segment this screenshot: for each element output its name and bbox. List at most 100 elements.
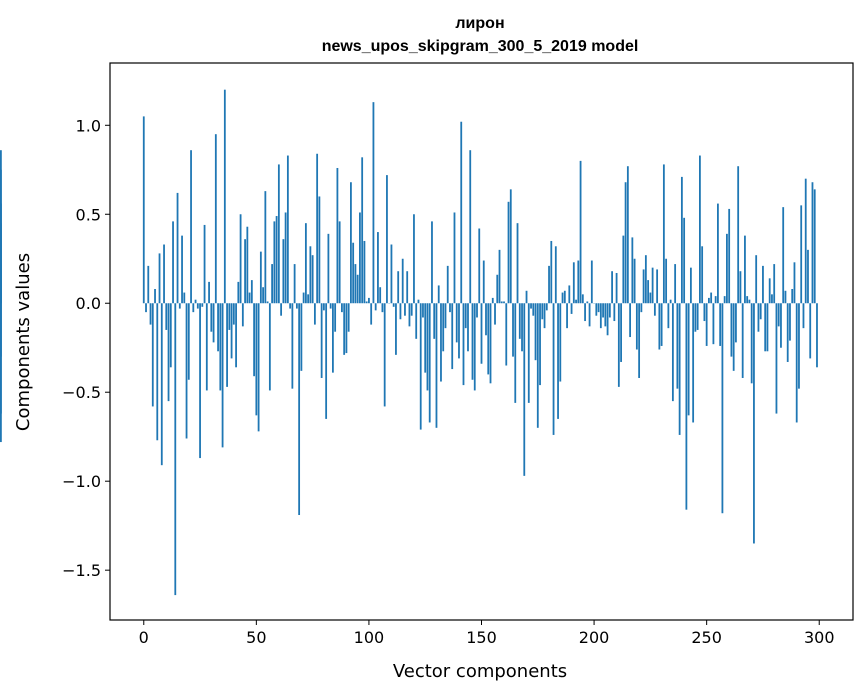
bar — [322, 303, 325, 311]
x-ticks: 0 50 100 150 200 250 300 — [139, 620, 835, 647]
bar — [509, 189, 512, 304]
bar — [271, 264, 274, 304]
bar — [451, 303, 454, 370]
bar — [550, 240, 553, 304]
bar — [181, 235, 183, 304]
bar — [424, 303, 427, 373]
bar — [250, 280, 253, 304]
bar — [687, 303, 690, 416]
bar — [313, 303, 316, 325]
bar — [701, 246, 704, 304]
bar — [708, 297, 710, 304]
bar — [680, 176, 683, 304]
bar — [226, 303, 228, 387]
bar — [523, 303, 526, 476]
bar — [178, 303, 181, 309]
bar — [158, 253, 161, 304]
bar — [410, 303, 413, 316]
bar — [644, 255, 647, 304]
bar — [491, 297, 494, 304]
bar — [422, 303, 424, 318]
bar — [660, 303, 663, 346]
bar — [602, 303, 604, 318]
bar — [176, 192, 179, 304]
bar — [735, 303, 737, 343]
bar — [671, 303, 674, 402]
bar — [613, 303, 616, 322]
bar — [361, 157, 364, 304]
x-tick-label: 100 — [354, 628, 385, 647]
bar — [383, 303, 386, 407]
bar — [807, 249, 809, 304]
bar — [759, 303, 762, 320]
bar — [568, 285, 571, 304]
bar — [149, 303, 152, 325]
bar — [816, 303, 818, 368]
bar — [478, 228, 481, 304]
bar — [302, 292, 305, 304]
bar — [809, 303, 812, 359]
bar — [169, 303, 172, 368]
bar — [624, 182, 627, 304]
bar — [620, 303, 622, 362]
bar — [147, 265, 150, 304]
x-tick-label: 50 — [246, 628, 266, 647]
bar — [570, 303, 573, 314]
bar — [210, 303, 213, 332]
bar — [280, 303, 283, 316]
bar — [203, 224, 206, 304]
bar — [507, 201, 510, 304]
bar — [309, 246, 312, 304]
bar — [705, 303, 708, 346]
bar — [588, 303, 591, 327]
bar — [572, 262, 575, 304]
bar — [561, 292, 564, 304]
bar — [223, 89, 226, 304]
bar — [298, 303, 301, 516]
bar — [757, 303, 760, 332]
x-tick-label: 200 — [579, 628, 610, 647]
bar — [304, 223, 307, 304]
bar — [800, 205, 803, 304]
bar — [381, 303, 384, 313]
bar — [255, 303, 258, 416]
bar — [386, 175, 388, 304]
bar — [266, 301, 269, 304]
bar — [401, 258, 404, 304]
bar — [789, 303, 791, 341]
bar — [230, 303, 233, 359]
bar — [694, 303, 697, 332]
x-axis-label: Vector components — [393, 661, 567, 682]
y-tick-label: −1.5 — [62, 561, 101, 580]
bar — [633, 258, 636, 304]
bar — [732, 303, 735, 371]
bar — [417, 299, 420, 304]
bar — [154, 289, 156, 304]
bar — [699, 155, 701, 304]
bar — [165, 303, 168, 330]
bar — [341, 303, 343, 313]
bar — [365, 301, 368, 304]
bar — [534, 303, 537, 361]
bar — [744, 235, 746, 304]
bar — [284, 212, 287, 304]
bar — [563, 290, 566, 304]
bar — [291, 303, 294, 389]
bar — [780, 303, 782, 348]
bar — [277, 164, 280, 304]
bar — [467, 303, 469, 352]
bar — [332, 303, 334, 373]
bar — [289, 303, 292, 309]
bar — [318, 196, 321, 304]
bar — [766, 303, 769, 352]
bar — [539, 303, 541, 386]
bar — [649, 292, 652, 304]
bar — [458, 303, 460, 359]
bar — [235, 303, 237, 368]
bar — [726, 233, 728, 304]
bar — [352, 242, 355, 304]
bar — [771, 294, 773, 304]
bar — [629, 303, 631, 338]
bar — [669, 299, 672, 304]
